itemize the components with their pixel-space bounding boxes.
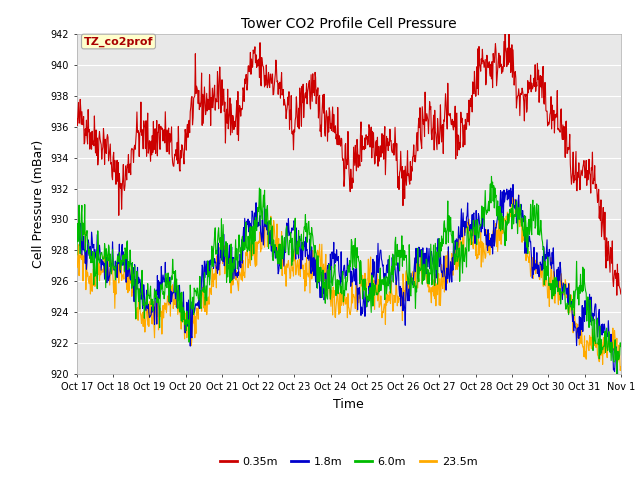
X-axis label: Time: Time — [333, 397, 364, 410]
Text: TZ_co2prof: TZ_co2prof — [84, 36, 153, 47]
Y-axis label: Cell Pressure (mBar): Cell Pressure (mBar) — [32, 140, 45, 268]
Title: Tower CO2 Profile Cell Pressure: Tower CO2 Profile Cell Pressure — [241, 17, 456, 31]
Legend: 0.35m, 1.8m, 6.0m, 23.5m: 0.35m, 1.8m, 6.0m, 23.5m — [216, 452, 482, 471]
